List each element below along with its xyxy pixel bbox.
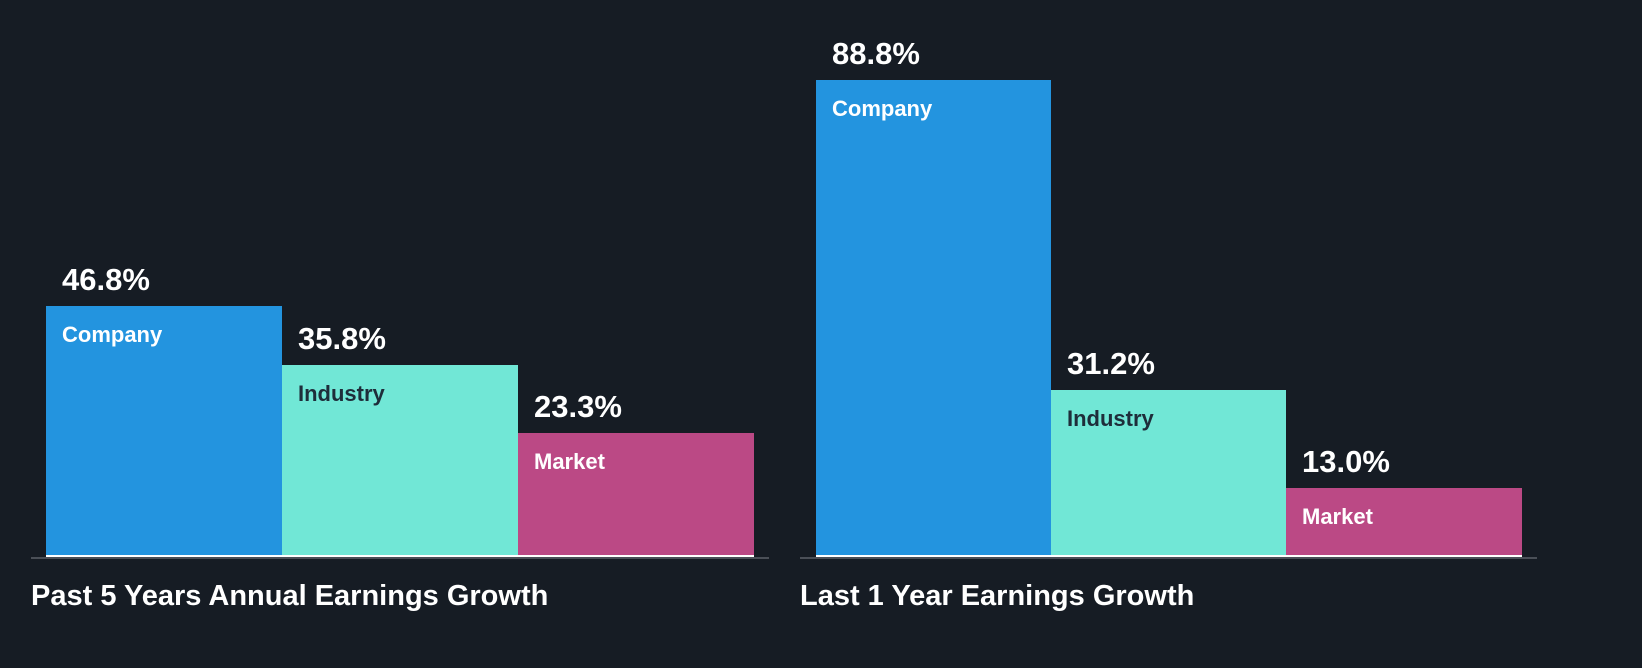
bar-baseline: [1051, 555, 1286, 557]
bar-company: Company: [816, 80, 1051, 557]
bar-baseline: [816, 555, 1051, 557]
bar-value-industry: 35.8%: [298, 321, 386, 356]
x-axis-line: [31, 557, 769, 559]
chart-title: Last 1 Year Earnings Growth: [800, 580, 1195, 612]
bar-label: Company: [832, 96, 933, 121]
bar-baseline: [46, 555, 282, 557]
bar-value-market: 23.3%: [534, 389, 622, 424]
bar-value-industry: 31.2%: [1067, 346, 1155, 381]
bar-company: Company: [46, 306, 282, 557]
chart-past-5-years: Company 46.8% Industry 35.8% Market 23.3…: [0, 0, 800, 668]
bar-market: Market: [1286, 488, 1522, 557]
bar-label: Industry: [298, 381, 385, 406]
bar-value-company: 46.8%: [62, 262, 150, 297]
bar-value-market: 13.0%: [1302, 444, 1390, 479]
chart-last-1-year: Company 88.8% Industry 31.2% Market 13.0…: [800, 0, 1642, 668]
bar-baseline: [282, 555, 518, 557]
bar-label: Market: [1302, 504, 1373, 529]
bar-industry: Industry: [282, 365, 518, 557]
bar-industry: Industry: [1051, 390, 1286, 557]
chart-title: Past 5 Years Annual Earnings Growth: [31, 580, 549, 612]
bar-value-company: 88.8%: [832, 36, 920, 71]
bar-label: Market: [534, 449, 605, 474]
bar-label: Company: [62, 322, 163, 347]
bar-label: Industry: [1067, 406, 1154, 431]
bar-baseline: [518, 555, 754, 557]
bar-market: Market: [518, 433, 754, 557]
bar-baseline: [1286, 555, 1522, 557]
x-axis-line: [800, 557, 1537, 559]
